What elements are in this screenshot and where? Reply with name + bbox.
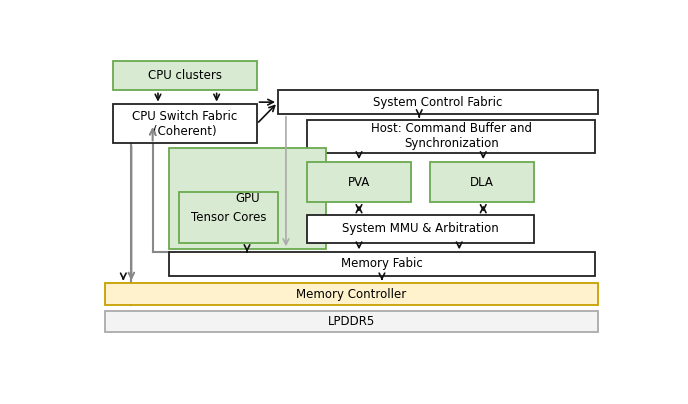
Text: System Control Fabric: System Control Fabric <box>373 96 503 109</box>
Text: Memory Fabic: Memory Fabic <box>341 257 423 270</box>
Text: LPDDR5: LPDDR5 <box>327 315 375 328</box>
Text: CPU Switch Fabric
(Coherent): CPU Switch Fabric (Coherent) <box>132 110 237 138</box>
Text: DLA: DLA <box>470 176 494 189</box>
Text: CPU clusters: CPU clusters <box>148 69 222 82</box>
Bar <box>169 252 595 276</box>
Bar <box>308 215 534 243</box>
Text: Tensor Cores: Tensor Cores <box>191 211 266 224</box>
Bar <box>105 283 598 305</box>
Text: PVA: PVA <box>348 176 370 189</box>
Bar <box>180 191 278 243</box>
Bar <box>169 148 326 249</box>
Text: Memory Controller: Memory Controller <box>296 288 407 301</box>
Bar <box>308 120 595 153</box>
Text: GPU: GPU <box>235 192 259 205</box>
Bar <box>113 105 257 143</box>
Text: Host: Command Buffer and
Synchronization: Host: Command Buffer and Synchronization <box>371 122 532 150</box>
Bar <box>430 162 534 202</box>
Bar <box>278 90 598 114</box>
Text: System MMU & Arbitration: System MMU & Arbitration <box>342 223 499 236</box>
Bar <box>308 162 411 202</box>
Bar <box>113 61 257 90</box>
Bar <box>105 311 598 332</box>
